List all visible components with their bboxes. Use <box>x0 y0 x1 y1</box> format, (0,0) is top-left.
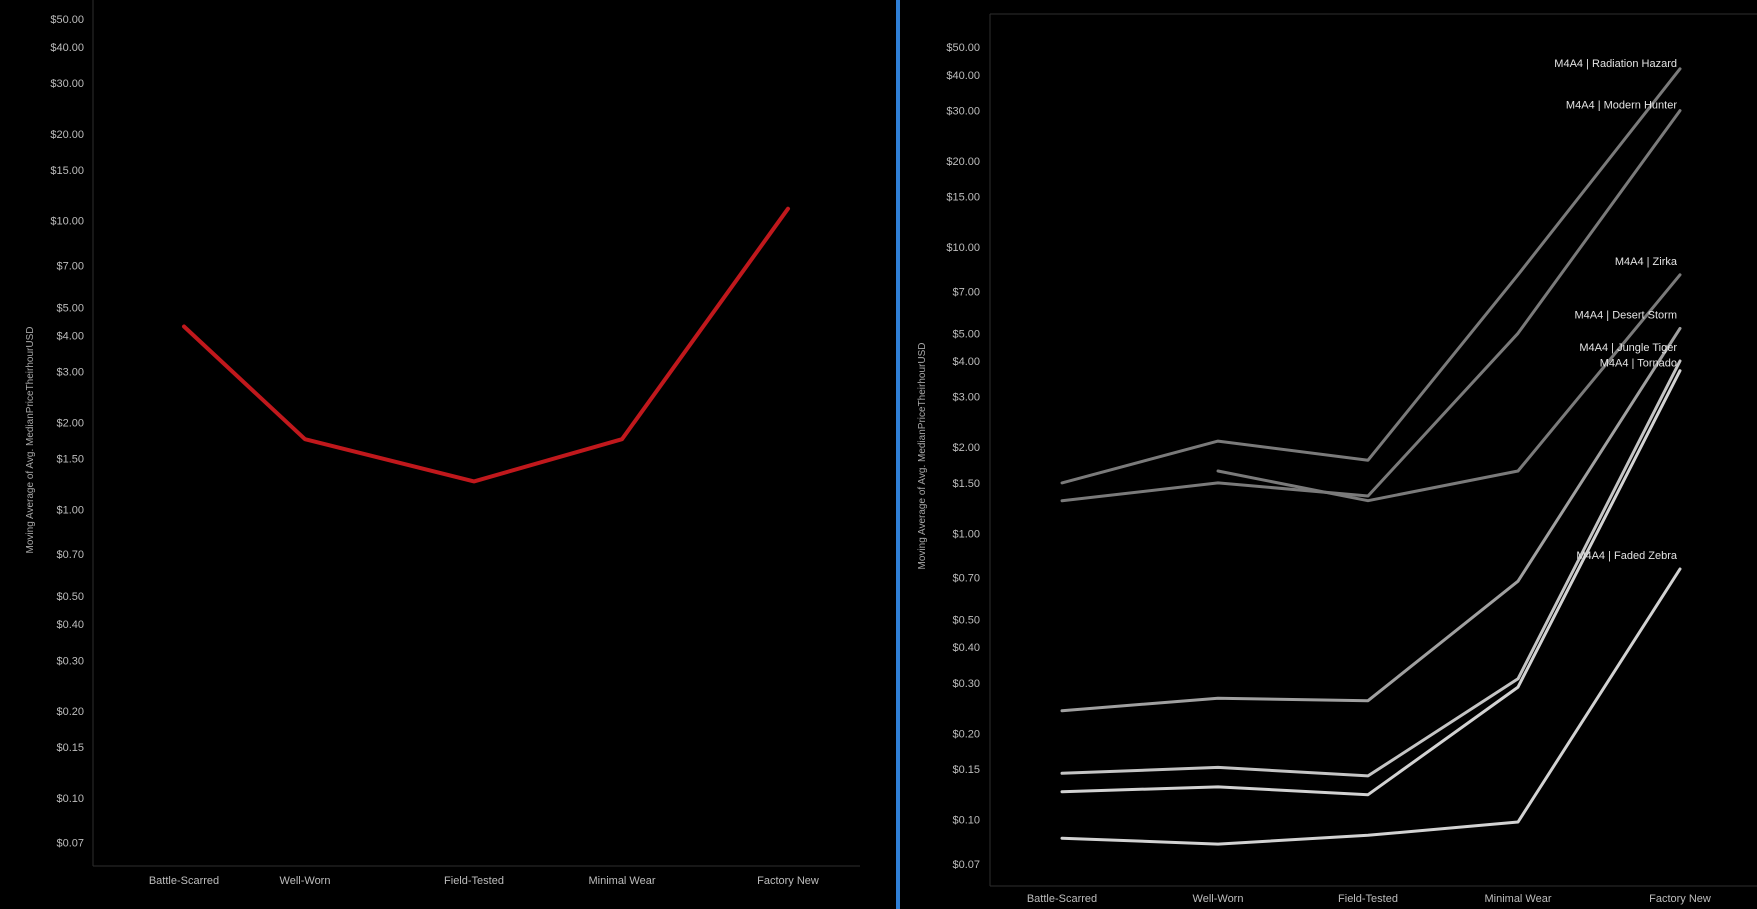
right-series-labels: M4A4 | Radiation Hazard M4A4 | Modern Hun… <box>1554 58 1678 562</box>
left-y-tick-label: $0.07 <box>56 838 84 850</box>
series-line-m4a4-modern-hunter[interactable] <box>1060 109 1682 503</box>
series-label-m4a4-faded-zebra: M4A4 | Faded Zebra <box>1576 550 1678 562</box>
left-line-chart: Moving Average of Avg. MedianPriceTheirh… <box>25 0 860 887</box>
left-y-tick-label: $0.40 <box>56 619 84 631</box>
right-y-tick-label: $0.07 <box>952 859 980 871</box>
right-y-tick-label: $1.50 <box>952 478 980 490</box>
right-y-tick-label: $0.30 <box>952 678 980 690</box>
right-y-tick-label: $15.00 <box>946 192 980 204</box>
right-x-tick-label: Minimal Wear <box>1484 893 1551 905</box>
left-x-tick-label: Field-Tested <box>444 875 504 887</box>
left-y-tick-label: $1.50 <box>56 454 84 466</box>
left-y-tick-label: $0.70 <box>56 549 84 561</box>
series-line[interactable] <box>182 206 790 484</box>
left-x-tick-label: Minimal Wear <box>588 875 655 887</box>
left-y-tick-label: $0.15 <box>56 742 84 754</box>
right-x-tick-label: Battle-Scarred <box>1027 893 1097 905</box>
right-y-axis-title: Moving Average of Avg. MedianPriceTheirh… <box>917 343 928 570</box>
left-y-tick-label: $40.00 <box>50 42 84 54</box>
right-y-tick-label: $1.00 <box>952 528 980 540</box>
left-y-tick-label: $1.00 <box>56 504 84 516</box>
left-y-tick-label: $0.50 <box>56 591 84 603</box>
right-y-tick-label: $0.50 <box>952 614 980 626</box>
right-y-tick-label: $0.70 <box>952 573 980 585</box>
left-x-tick-label: Battle-Scarred <box>149 875 219 887</box>
left-y-tick-label: $50.00 <box>50 14 84 26</box>
right-x-tick-label: Factory New <box>1649 893 1711 905</box>
left-x-tick-label: Well-Worn <box>280 875 331 887</box>
series-label-m4a4-tornado: M4A4 | Tornado <box>1600 358 1677 370</box>
series-label-m4a4-modern-hunter: M4A4 | Modern Hunter <box>1566 100 1677 112</box>
left-y-tick-label: $5.00 <box>56 303 84 315</box>
right-x-tick-label: Field-Tested <box>1338 893 1398 905</box>
right-series-lines <box>1060 67 1682 846</box>
left-y-tick-label: $0.10 <box>56 793 84 805</box>
right-x-tick-label: Well-Worn <box>1193 893 1244 905</box>
series-label-m4a4-jungle-tiger: M4A4 | Jungle Tiger <box>1579 342 1677 354</box>
series-line-m4a4-tornado[interactable] <box>1060 369 1682 797</box>
left-x-tick-labels: Battle-Scarred Well-Worn Field-Tested Minim… <box>149 875 819 887</box>
series-line-m4a4-desert-storm[interactable] <box>1060 326 1682 713</box>
right-y-tick-label: $50.00 <box>946 42 980 54</box>
right-y-tick-label: $2.00 <box>952 442 980 454</box>
left-y-tick-label: $7.00 <box>56 260 84 272</box>
right-y-tick-label: $3.00 <box>952 392 980 404</box>
series-line-m4a4-jungle-tiger[interactable] <box>1060 359 1682 778</box>
right-y-tick-label: $5.00 <box>952 328 980 340</box>
right-y-tick-label: $30.00 <box>946 106 980 118</box>
series-label-m4a4-zirka: M4A4 | Zirka <box>1615 256 1678 268</box>
left-series-lines <box>182 206 790 484</box>
series-label-m4a4-desert-storm: M4A4 | Desert Storm <box>1575 309 1678 321</box>
left-y-tick-label: $4.00 <box>56 331 84 343</box>
right-y-tick-label: $20.00 <box>946 156 980 168</box>
left-y-tick-label: $30.00 <box>50 78 84 90</box>
right-y-tick-label: $10.00 <box>946 242 980 254</box>
right-y-tick-label: $0.15 <box>952 764 980 776</box>
left-y-tick-label: $0.30 <box>56 655 84 667</box>
left-y-tick-label: $0.20 <box>56 706 84 718</box>
right-line-chart: Moving Average of Avg. MedianPriceTheirh… <box>917 13 1757 905</box>
series-line-m4a4-faded-zebra[interactable] <box>1060 567 1682 846</box>
series-line-m4a4-zirka[interactable] <box>1216 273 1682 503</box>
left-y-tick-label: $2.00 <box>56 417 84 429</box>
right-x-tick-labels: Battle-Scarred Well-Worn Field-Tested Minim… <box>1027 893 1711 905</box>
right-y-tick-label: $0.40 <box>952 642 980 654</box>
left-y-tick-labels: $50.00 $40.00 $30.00 $20.00 $15.00 $10.00 $7.0… <box>50 14 84 850</box>
left-y-axis-title: Moving Average of Avg. MedianPriceTheirh… <box>25 327 36 554</box>
left-y-tick-label: $15.00 <box>50 165 84 177</box>
panel-divider[interactable] <box>896 0 900 909</box>
left-y-tick-label: $3.00 <box>56 367 84 379</box>
left-y-tick-label: $20.00 <box>50 129 84 141</box>
right-y-tick-labels: $50.00 $40.00 $30.00 $20.00 $15.00 $10.00 $7.0… <box>946 42 980 871</box>
left-y-tick-label: $10.00 <box>50 216 84 228</box>
right-y-tick-label: $0.20 <box>952 728 980 740</box>
series-label-m4a4-radiation-hazard: M4A4 | Radiation Hazard <box>1554 58 1677 70</box>
right-y-tick-label: $40.00 <box>946 70 980 82</box>
left-x-tick-label: Factory New <box>757 875 819 887</box>
series-line-m4a4-radiation-hazard[interactable] <box>1060 67 1682 485</box>
right-y-tick-label: $0.10 <box>952 814 980 826</box>
right-y-tick-label: $7.00 <box>952 286 980 298</box>
right-y-tick-label: $4.00 <box>952 356 980 368</box>
